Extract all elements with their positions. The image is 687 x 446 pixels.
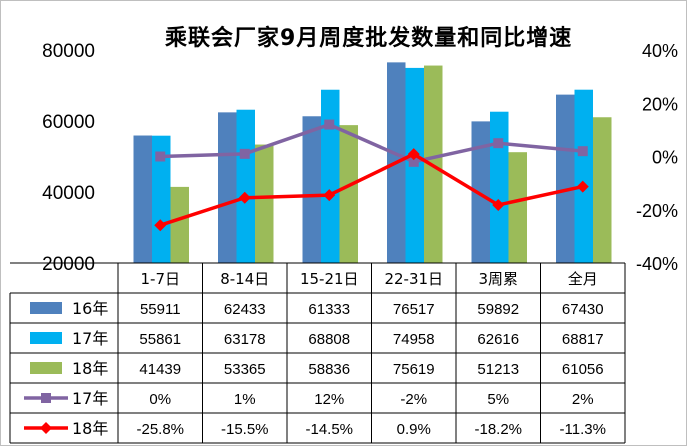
- data-table-value: 59892: [477, 301, 519, 318]
- data-table-value: 51213: [477, 361, 519, 378]
- data-table-value: 58836: [308, 361, 350, 378]
- y-left-tick-label: 40000: [42, 183, 95, 204]
- line-point: [408, 156, 419, 167]
- data-table-value: -25.8%: [136, 421, 184, 438]
- data-table-value: -14.5%: [305, 421, 353, 438]
- bar: [236, 109, 255, 263]
- line-point: [239, 148, 250, 159]
- data-table-value: 5%: [487, 391, 509, 408]
- data-table-value: -18.2%: [474, 421, 522, 438]
- bar: [490, 111, 509, 264]
- line-point: [493, 138, 504, 149]
- bar: [133, 135, 152, 263]
- line-point: [492, 198, 505, 211]
- x-tick-label: 22-31日: [384, 270, 443, 288]
- y-right-tick-label: -20%: [636, 201, 678, 221]
- data-table-value: 61333: [308, 301, 350, 318]
- legend-swatch: [30, 362, 62, 374]
- data-table-value: 55911: [140, 301, 181, 318]
- y-right-tick-label: 0%: [652, 148, 678, 168]
- series-line: [160, 122, 583, 164]
- legend-label: 17年: [72, 329, 108, 348]
- y-right-tick-label: 20%: [642, 94, 678, 114]
- data-table-value: 75619: [393, 361, 435, 378]
- data-table-value: 53365: [224, 361, 266, 378]
- chart-title: 乘联会厂家9月周度批发数量和同比增速: [165, 26, 573, 51]
- y-left-tick-label: 20000: [42, 254, 95, 275]
- line-point: [238, 191, 251, 204]
- line-point: [324, 119, 335, 130]
- bar: [302, 116, 321, 263]
- legend-swatch: [40, 422, 52, 434]
- bar: [255, 144, 274, 263]
- bar: [593, 117, 612, 264]
- line-point: [577, 146, 588, 157]
- y-left-tick-label: 60000: [42, 112, 95, 133]
- bar: [556, 94, 575, 263]
- data-table-value: -15.5%: [221, 421, 269, 438]
- legend-label: 17年: [72, 389, 108, 408]
- y-left-tick-label: 80000: [42, 41, 95, 62]
- y-right-tick-label: 40%: [642, 41, 678, 61]
- bar: [321, 89, 340, 263]
- series-line: [159, 152, 584, 227]
- data-table-value: 55861: [139, 331, 181, 348]
- x-tick-label: 8-14日: [220, 270, 269, 288]
- data-table-value: 41439: [139, 361, 181, 378]
- x-tick-label: 全月: [568, 270, 598, 288]
- data-table-value: 67430: [562, 301, 604, 318]
- line-point: [576, 180, 589, 193]
- x-tick-label: 1-7日: [141, 270, 181, 288]
- bar: [508, 152, 527, 263]
- data-table-value: 68808: [308, 331, 350, 348]
- x-tick-label: 15-21日: [300, 270, 359, 288]
- bar: [170, 186, 189, 263]
- data-table-value: 62433: [224, 301, 266, 318]
- data-table-value: 68817: [562, 331, 604, 348]
- bar: [152, 135, 171, 263]
- line-point: [323, 189, 336, 202]
- line-point: [154, 219, 167, 232]
- legend-label: 16年: [72, 299, 108, 318]
- legend-label: 18年: [72, 359, 108, 378]
- data-table-value: 76517: [393, 301, 435, 318]
- line-point: [407, 148, 420, 161]
- data-table-value: 74958: [393, 331, 435, 348]
- legend-swatch: [30, 302, 62, 314]
- data-table-value: 0.9%: [397, 421, 431, 438]
- data-table-value: 0%: [149, 391, 171, 408]
- legend-swatch: [30, 332, 62, 344]
- x-tick-label: 3周累: [478, 270, 518, 288]
- y-right-tick-label: -40%: [636, 254, 678, 274]
- legend-label: 18年: [72, 419, 108, 438]
- data-table-value: 61056: [562, 361, 604, 378]
- legend-swatch: [41, 393, 51, 403]
- data-table-value: 2%: [572, 391, 594, 408]
- data-table-value: 63178: [224, 331, 266, 348]
- bar: [339, 125, 358, 263]
- data-table-value: -2%: [400, 391, 427, 408]
- bar: [471, 121, 490, 264]
- line-point: [155, 151, 166, 162]
- data-table-value: 62616: [477, 331, 519, 348]
- bar: [574, 89, 593, 264]
- data-table-value: -11.3%: [560, 421, 606, 438]
- data-table-value: 12%: [314, 391, 344, 408]
- bar: [218, 112, 237, 263]
- data-table-value: 1%: [234, 391, 256, 408]
